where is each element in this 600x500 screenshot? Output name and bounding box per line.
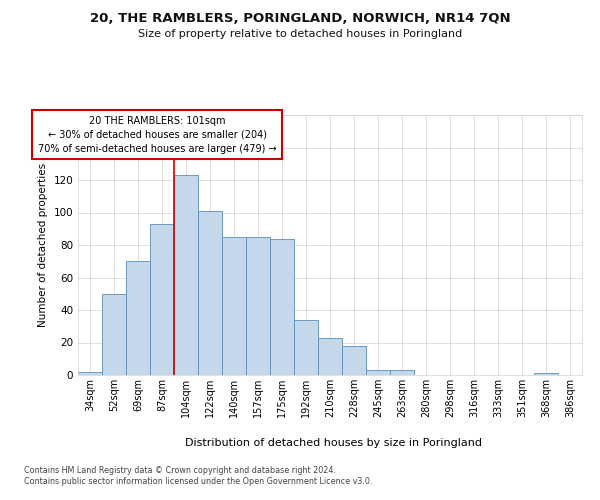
Bar	[150, 224, 174, 375]
Y-axis label: Number of detached properties: Number of detached properties	[38, 163, 48, 327]
Bar	[318, 338, 342, 375]
Bar	[198, 211, 222, 375]
Bar	[78, 372, 102, 375]
Bar	[270, 238, 294, 375]
Bar	[342, 346, 366, 375]
Bar	[174, 175, 198, 375]
Bar	[534, 374, 558, 375]
Text: Contains HM Land Registry data © Crown copyright and database right 2024.: Contains HM Land Registry data © Crown c…	[24, 466, 336, 475]
Text: Contains public sector information licensed under the Open Government Licence v3: Contains public sector information licen…	[24, 478, 373, 486]
Bar	[294, 320, 318, 375]
Bar	[222, 237, 246, 375]
Text: 20, THE RAMBLERS, PORINGLAND, NORWICH, NR14 7QN: 20, THE RAMBLERS, PORINGLAND, NORWICH, N…	[89, 12, 511, 26]
Bar	[366, 370, 390, 375]
Bar	[390, 370, 414, 375]
Text: Size of property relative to detached houses in Poringland: Size of property relative to detached ho…	[138, 29, 462, 39]
Bar	[246, 237, 270, 375]
Bar	[102, 294, 126, 375]
Text: Distribution of detached houses by size in Poringland: Distribution of detached houses by size …	[185, 438, 482, 448]
Bar	[126, 261, 150, 375]
Text: 20 THE RAMBLERS: 101sqm
← 30% of detached houses are smaller (204)
70% of semi-d: 20 THE RAMBLERS: 101sqm ← 30% of detache…	[38, 116, 277, 154]
